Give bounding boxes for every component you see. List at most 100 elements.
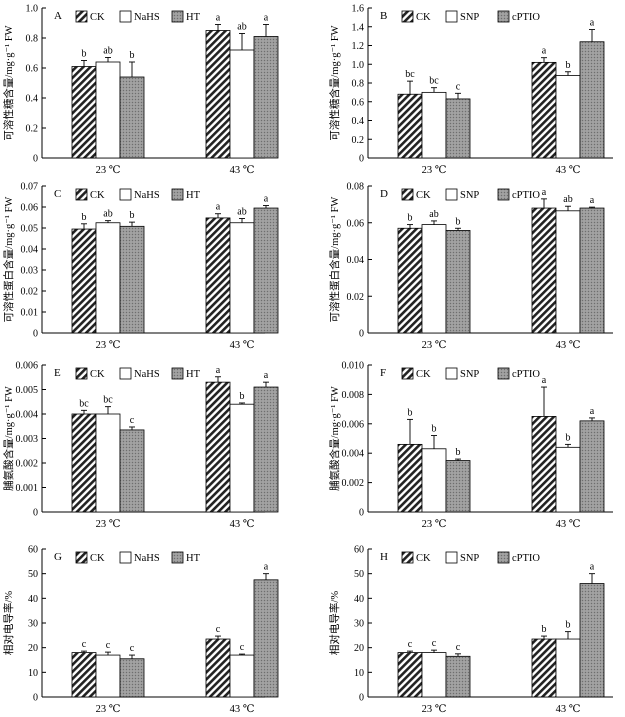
significance-letter: b	[566, 432, 571, 443]
significance-letter: b	[542, 624, 547, 635]
significance-letter: c	[240, 642, 245, 653]
legend-swatch	[119, 551, 132, 564]
y-tick-label: 0	[33, 693, 38, 704]
x-category-label: 23 ℃	[422, 704, 447, 715]
legend-label: SNP	[460, 369, 479, 380]
bar	[531, 638, 557, 698]
x-category-label: 43 ℃	[556, 340, 581, 351]
y-axis-label: 可溶性糖含量/mg·g⁻¹ FW	[2, 25, 15, 140]
y-tick-label: 0.06	[347, 218, 365, 229]
bar	[229, 222, 255, 334]
bar	[397, 443, 423, 513]
y-tick-label: 1.6	[352, 4, 365, 15]
y-tick-label: 0.006	[16, 361, 39, 372]
bar	[95, 654, 121, 698]
x-category-label: 43 ℃	[556, 165, 581, 176]
significance-letter: a	[542, 375, 547, 386]
panel-letter: F	[380, 367, 386, 379]
legend-swatch	[401, 188, 414, 201]
y-tick-label: 0.002	[16, 459, 39, 470]
y-tick-label: 1.2	[352, 41, 365, 52]
x-category-label: 43 ℃	[230, 704, 255, 715]
legend-swatch	[75, 10, 88, 23]
y-tick-label: 40	[28, 594, 38, 605]
panel-letter: G	[54, 551, 62, 563]
significance-letter: bc	[429, 76, 439, 87]
x-category-label: 43 ℃	[230, 519, 255, 530]
bar	[205, 30, 231, 159]
bar	[229, 654, 255, 698]
y-tick-label: 0.8	[352, 79, 365, 90]
y-tick-label: 0.08	[347, 182, 365, 193]
panel-letter: D	[380, 188, 388, 200]
panel-g: 0 10 20 30 40 50 60 相对电导率/% G CK NaHS HT c c c c c a 23 ℃ 4…	[2, 545, 279, 715]
panel-letter: C	[54, 188, 61, 200]
panel-a: 0 0.2 0.4 0.6 0.8 1.0 可溶性糖含量/mg·g⁻¹ FW A CK NaHS H…	[2, 4, 279, 176]
bar	[579, 583, 605, 698]
legend-swatch	[497, 188, 510, 201]
bar	[555, 75, 581, 159]
y-tick-label: 0.05	[21, 224, 39, 235]
panel-h: 0 10 20 30 40 50 60 相对电导率/% H CK SNP cPTIO c b c b c a 23 …	[328, 545, 613, 715]
y-tick-label: 0.01	[21, 308, 39, 319]
legend-swatch	[171, 367, 184, 380]
legend-swatch	[445, 367, 458, 380]
y-axis-label: 相对电导率/%	[328, 591, 341, 655]
legend-swatch	[497, 367, 510, 380]
y-axis-label: 可溶性蛋白含量/mg·g⁻¹ FW	[2, 197, 15, 323]
legend-swatch	[119, 10, 132, 23]
y-tick-label: 0	[33, 329, 38, 340]
bar	[205, 217, 231, 334]
y-axis-label: 脯氨酸含量/mg·g⁻¹ FW	[2, 386, 15, 491]
y-tick-label: 0.006	[342, 419, 365, 430]
y-tick-label: 0.008	[342, 390, 365, 401]
y-tick-label: 0.010	[342, 361, 365, 372]
y-axis-label: 可溶性蛋白含量/mg·g⁻¹ FW	[328, 197, 341, 323]
panel-letter: H	[380, 551, 388, 563]
x-category-label: 43 ℃	[556, 519, 581, 530]
significance-letter: b	[566, 620, 571, 631]
legend-label: CK	[90, 12, 105, 23]
legend-label: NaHS	[134, 369, 160, 380]
bar	[253, 386, 279, 513]
bar	[397, 227, 423, 334]
y-tick-label: 20	[354, 643, 364, 654]
y-axis-label: 脯氨酸含量/mg·g⁻¹ FW	[328, 386, 341, 491]
bar	[579, 41, 605, 159]
legend-label: SNP	[460, 553, 479, 564]
y-tick-label: 0.004	[342, 449, 365, 460]
legend-label: cPTIO	[512, 553, 540, 564]
legend-swatch	[119, 367, 132, 380]
y-tick-label: 0.04	[347, 255, 365, 266]
legend-label: CK	[416, 553, 431, 564]
significance-letter: a	[590, 195, 595, 206]
y-tick-label: 0.003	[16, 434, 39, 445]
legend-label: CK	[90, 190, 105, 201]
bar	[421, 652, 447, 698]
y-tick-label: 0	[33, 508, 38, 519]
y-tick-label: 50	[28, 569, 38, 580]
bar	[71, 413, 97, 513]
y-tick-label: 0	[359, 508, 364, 519]
x-category-label: 23 ℃	[422, 165, 447, 176]
significance-letter: b	[408, 213, 413, 224]
x-category-label: 23 ℃	[96, 704, 121, 715]
y-tick-label: 20	[28, 643, 38, 654]
significance-letter: a	[216, 202, 221, 213]
significance-letter: a	[542, 187, 547, 198]
panel-letter: B	[380, 10, 387, 22]
y-tick-label: 0.005	[16, 385, 39, 396]
y-tick-label: 0.2	[26, 124, 39, 135]
legend-label: SNP	[460, 190, 479, 201]
significance-letter: b	[456, 216, 461, 227]
bar	[119, 658, 145, 698]
x-category-label: 23 ℃	[422, 519, 447, 530]
bar	[555, 638, 581, 698]
significance-letter: ab	[237, 207, 246, 218]
y-tick-label: 40	[354, 594, 364, 605]
bar	[253, 579, 279, 698]
bar	[555, 210, 581, 334]
y-tick-label: 30	[28, 619, 38, 630]
y-tick-label: 1.0	[26, 4, 39, 15]
significance-letter: bc	[405, 69, 415, 80]
